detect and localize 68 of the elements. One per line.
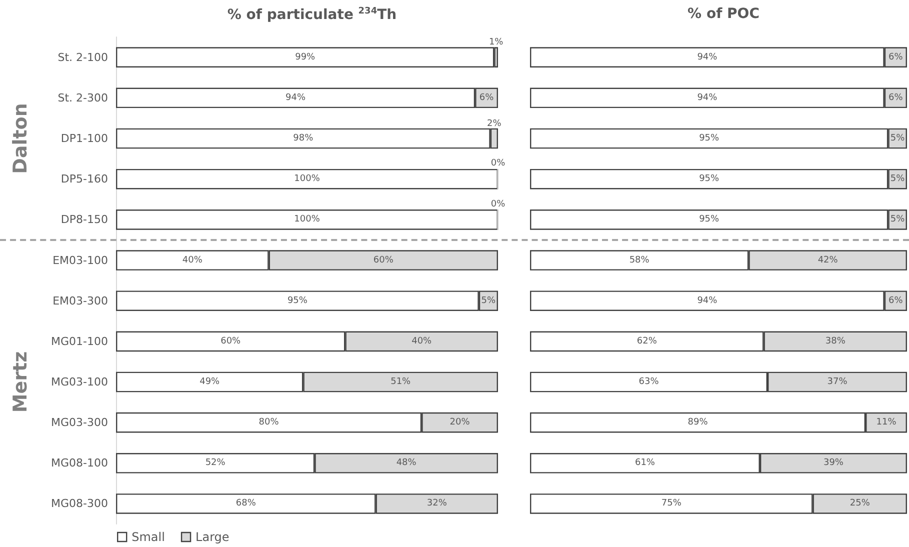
data-label: 40% — [182, 254, 203, 265]
data-label: 5% — [481, 295, 496, 306]
data-label: 100% — [294, 214, 320, 225]
legend-label: Large — [196, 530, 230, 544]
data-label: 6% — [888, 295, 904, 306]
data-label: 20% — [450, 417, 470, 428]
y-tick-label: MG03-100 — [51, 375, 108, 388]
legend-label: Small — [132, 530, 165, 544]
data-label: 94% — [697, 52, 718, 62]
data-label: 38% — [825, 336, 846, 346]
data-label: 61% — [634, 458, 656, 468]
data-label: 75% — [661, 498, 682, 508]
y-tick-label: MG08-300 — [51, 496, 108, 510]
data-label: 95% — [287, 295, 308, 306]
data-label: 37% — [827, 376, 848, 386]
data-label: 6% — [888, 52, 904, 62]
data-label: 60% — [220, 336, 242, 346]
data-label: 48% — [396, 458, 417, 468]
data-label: 6% — [479, 92, 494, 103]
data-label: 95% — [699, 174, 720, 184]
data-label: 11% — [876, 417, 897, 428]
data-label: 0% — [490, 158, 506, 169]
data-label: 32% — [426, 498, 448, 508]
data-label: 58% — [629, 254, 650, 265]
data-label: 5% — [890, 174, 906, 184]
data-label: 94% — [286, 92, 306, 103]
y-tick-label: EM03-100 — [52, 253, 108, 266]
y-tick-label: St. 2-300 — [58, 91, 108, 104]
data-label: 6% — [888, 92, 904, 103]
data-label: 89% — [688, 417, 708, 428]
chart-title: % of POC — [688, 6, 760, 22]
data-label: 100% — [294, 174, 320, 184]
data-label: 94% — [697, 92, 718, 103]
data-label: 39% — [823, 458, 844, 468]
data-label: 62% — [636, 336, 658, 346]
data-label: 5% — [890, 134, 906, 144]
y-axis-title: Dalton — [10, 103, 32, 174]
data-label: 0% — [490, 199, 506, 210]
data-label: 60% — [373, 254, 394, 265]
y-tick-label: MG03-300 — [51, 416, 108, 429]
data-label: 95% — [699, 214, 720, 225]
data-label: 63% — [638, 376, 660, 386]
data-label: 94% — [697, 295, 718, 306]
bar — [116, 168, 498, 190]
data-label: 68% — [236, 498, 256, 508]
data-label: 49% — [200, 376, 220, 386]
data-label: 80% — [258, 417, 280, 428]
y-tick-label: DP8-150 — [60, 213, 108, 226]
bar — [116, 210, 498, 230]
data-label: 52% — [205, 458, 226, 468]
y-tick-label: MG01-100 — [51, 334, 108, 348]
y-tick-label: EM03-300 — [52, 294, 108, 307]
y-tick-label: St. 2-100 — [58, 50, 108, 64]
data-label: 51% — [390, 376, 412, 386]
data-label: 42% — [818, 254, 838, 265]
data-label: 40% — [412, 336, 432, 346]
data-label: 25% — [850, 498, 870, 508]
data-label: 98% — [293, 134, 314, 144]
y-axis-title: Mertz — [10, 350, 32, 412]
bar — [116, 47, 494, 68]
data-label: 5% — [890, 214, 906, 225]
y-tick-label: MG08-100 — [51, 456, 108, 470]
data-label: 99% — [295, 52, 316, 62]
data-label: 2% — [487, 118, 502, 129]
y-tick-label: DP1-100 — [60, 132, 108, 145]
data-label: 95% — [699, 134, 720, 144]
y-tick-label: DP5-160 — [60, 172, 108, 186]
data-label: 1% — [488, 38, 504, 48]
